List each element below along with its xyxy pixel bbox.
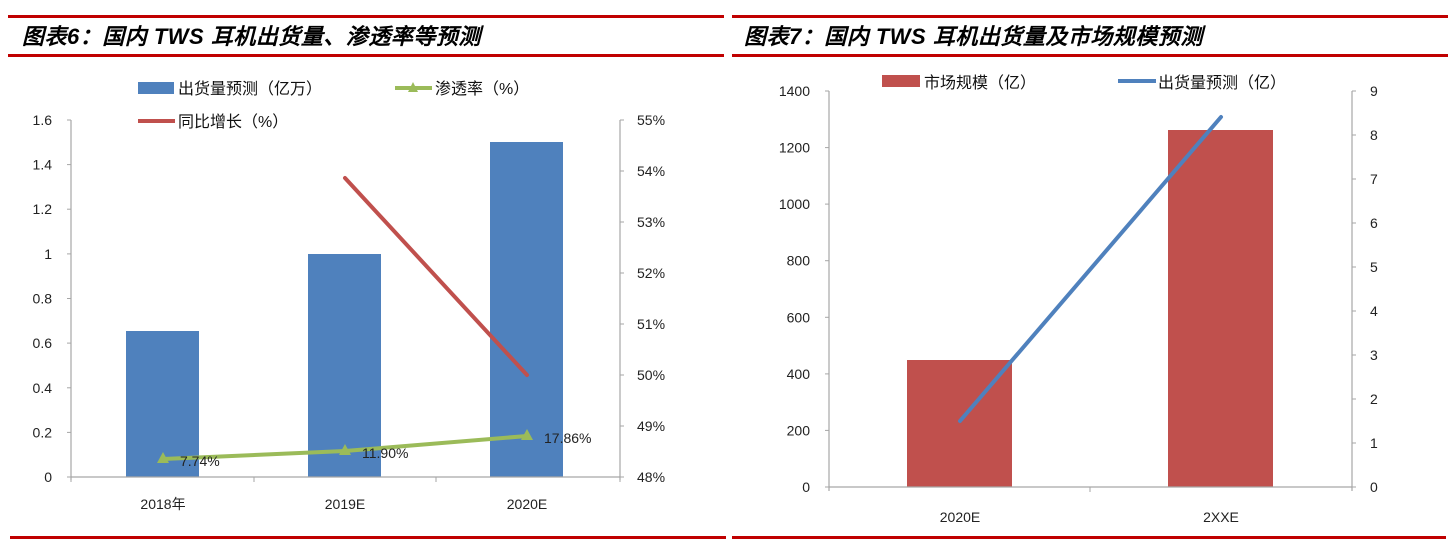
legend-label-penetration: 渗透率（%） (435, 80, 529, 98)
figure-7-panel: 图表7：国内 TWS 耳机出货量及市场规模预测 市场规模（亿） 出货量预测（亿）… (730, 0, 1453, 551)
left-tick-label: 0.2 (33, 424, 53, 440)
left-tick-label: 600 (787, 309, 811, 325)
legend-label-shipments: 出货量预测（亿） (1158, 74, 1286, 92)
legend: 市场规模（亿） 出货量预测（亿） (882, 74, 1286, 92)
right-tick-label: 9 (1370, 83, 1378, 99)
right-tick-label: 3 (1370, 347, 1378, 363)
shipment-bars (126, 142, 563, 477)
triangle-marker-icon (157, 452, 169, 463)
bar-2018 (126, 331, 199, 477)
right-tick-label: 49% (637, 418, 665, 434)
right-tick-label: 2 (1370, 391, 1378, 407)
right-tick-label: 7 (1370, 171, 1378, 187)
shipment-line (958, 115, 1223, 423)
triangle-marker-icon (521, 429, 533, 440)
right-tick-label: 51% (637, 316, 665, 332)
right-tick-label: 55% (637, 112, 665, 128)
left-tick-label: 1000 (779, 196, 810, 212)
left-tick-label: 1.2 (33, 201, 53, 217)
left-tick-label: 200 (787, 422, 811, 438)
left-y-axis: 0 0.2 0.4 0.6 0.8 1 1.2 1.4 1.6 (33, 112, 72, 485)
left-tick-label: 1.4 (33, 157, 53, 173)
figure-6-chart: 出货量预测（亿万） 渗透率（%） 同比增长（%） 0 0.2 0.4 0.6 0… (33, 80, 666, 512)
right-tick-label: 48% (637, 469, 665, 485)
left-tick-label: 400 (787, 366, 811, 382)
category-label: 2020E (507, 496, 547, 512)
figure-7-title: 图表7：国内 TWS 耳机出货量及市场规模预测 (744, 24, 1203, 49)
figure-7-chart: 市场规模（亿） 出货量预测（亿） 0 200 400 600 800 1000 … (779, 74, 1378, 525)
category-label: 2020E (940, 509, 980, 525)
left-tick-label: 0.4 (33, 380, 53, 396)
triangle-marker-icon (408, 82, 418, 92)
right-tick-label: 4 (1370, 303, 1378, 319)
bar-2xxe (1168, 130, 1273, 487)
figure-6-panel: 图表6：国内 TWS 耳机出货量、渗透率等预测 出货量预测（亿万） 渗透率（%）… (8, 15, 726, 539)
left-tick-label: 800 (787, 253, 811, 269)
penetration-line: 7.74% 11.90% 17.86% (157, 429, 591, 469)
figure-6-title: 图表6：国内 TWS 耳机出货量、渗透率等预测 (22, 24, 481, 49)
data-label: 17.86% (544, 430, 591, 446)
title-bottom-rule (732, 54, 1448, 57)
title-top-rule (732, 15, 1448, 18)
left-tick-label: 0.8 (33, 291, 53, 307)
figure-bottom-rule (732, 536, 1446, 539)
right-tick-label: 5 (1370, 259, 1378, 275)
left-y-axis: 0 200 400 600 800 1000 1200 1400 (779, 83, 830, 495)
left-tick-label: 0 (802, 479, 810, 495)
left-tick-label: 0.6 (33, 335, 53, 351)
data-label: 7.74% (180, 453, 220, 469)
figure-bottom-rule (10, 536, 726, 539)
legend-label-market-size: 市场规模（亿） (924, 74, 1036, 92)
category-label: 2XXE (1203, 509, 1239, 525)
right-tick-label: 8 (1370, 127, 1378, 143)
right-tick-label: 53% (637, 214, 665, 230)
left-tick-label: 1200 (779, 140, 810, 156)
category-label: 2018年 (140, 496, 185, 512)
legend-label-shipments: 出货量预测（亿万） (178, 80, 322, 98)
growth-line (343, 176, 529, 377)
legend-swatch-shipments (138, 82, 174, 94)
right-y-axis: 0 1 2 3 4 5 6 7 8 9 (1351, 83, 1378, 495)
data-label: 11.90% (362, 445, 408, 461)
title-top-rule (8, 15, 724, 18)
title-bottom-rule (8, 54, 724, 57)
bar-2020e (490, 142, 563, 477)
right-tick-label: 54% (637, 163, 665, 179)
right-tick-label: 0 (1370, 479, 1378, 495)
right-tick-label: 50% (637, 367, 665, 383)
right-tick-label: 1 (1370, 435, 1378, 451)
market-size-bars (907, 130, 1273, 487)
category-label: 2019E (325, 496, 365, 512)
left-tick-label: 1 (44, 246, 52, 262)
x-axis: 2018年 2019E 2020E (70, 476, 621, 512)
legend-label-growth: 同比增长（%） (178, 113, 288, 131)
left-tick-label: 1400 (779, 83, 810, 99)
right-tick-label: 6 (1370, 215, 1378, 231)
right-y-axis: 48% 49% 50% 51% 52% 53% 54% 55% (619, 112, 665, 485)
right-tick-label: 52% (637, 265, 665, 281)
left-tick-label: 0 (44, 469, 52, 485)
legend: 出货量预测（亿万） 渗透率（%） 同比增长（%） (138, 80, 529, 131)
left-tick-label: 1.6 (33, 112, 53, 128)
triangle-marker-icon (339, 444, 351, 455)
x-axis: 2020E 2XXE (829, 486, 1352, 525)
legend-swatch-market-size (882, 75, 920, 87)
bar-2019e (308, 254, 381, 477)
